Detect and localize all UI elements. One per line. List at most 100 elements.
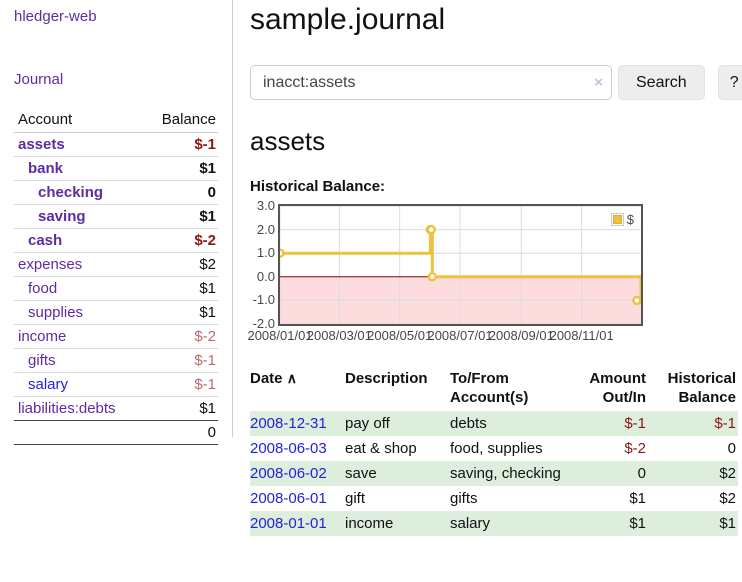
transaction-balance: $2 (719, 465, 736, 482)
y-axis-tick-label: -1.0 (252, 292, 275, 308)
search-bar: × Search ? (250, 65, 742, 100)
page-title: sample.journal (250, 3, 446, 36)
account-heading: assets (250, 126, 326, 156)
chart-x-axis: 2008/01/01 2008/03/01 2008/05/01 2008/07/01… (247, 328, 742, 346)
transaction-date-link[interactable]: 2008-06-02 (250, 465, 327, 482)
account-row: saving $1 (14, 204, 218, 229)
help-button[interactable]: ? (717, 65, 742, 100)
y-axis-tick-label: 1.0 (256, 245, 275, 261)
date-column-header[interactable]: Date ∧ (250, 370, 297, 387)
account-row: gifts $-1 (14, 348, 218, 373)
transaction-description: pay off (345, 415, 390, 432)
sidebar-account-link[interactable]: saving (38, 208, 86, 225)
transaction-date-link[interactable]: 2008-12-31 (250, 415, 327, 432)
account-column-header: Account (14, 108, 143, 133)
clear-search-icon[interactable]: × (594, 74, 603, 91)
y-axis-tick-label: -2.0 (252, 316, 275, 331)
sidebar-account-link[interactable]: food (28, 280, 58, 297)
search-input-wrap: × (250, 65, 612, 100)
historical-balance-chart: $ 3.0 2.0 1.0 0.0 -1.0 -2.0 2008/01/01 2008/03… (247, 199, 742, 346)
transaction-accounts: food, supplies (450, 440, 543, 457)
transaction-balance: $-1 (714, 415, 736, 432)
sidebar-account-link[interactable]: income (18, 328, 67, 345)
transaction-row: 2008-01-01 income salary $1 $1 (250, 511, 738, 536)
account-row: liabilities:debts $1 (14, 397, 218, 421)
chart-legend: $ (609, 211, 635, 228)
transaction-amount: $-1 (624, 415, 646, 432)
transaction-row: 2008-06-01 gift gifts $1 $2 (250, 486, 738, 511)
account-balance-table: Account Balance assets $-1 bank $1 checking 0… (14, 108, 218, 445)
sidebar: hledger-web Journal Account Balance asse… (0, 0, 233, 536)
sidebar-account-link[interactable]: gifts (28, 352, 56, 369)
account-row: bank $1 (14, 156, 218, 181)
sidebar-account-link[interactable]: checking (38, 184, 104, 201)
sidebar-account-link[interactable]: cash (28, 232, 63, 249)
account-row: assets $-1 (14, 132, 218, 157)
search-input[interactable] (250, 65, 612, 100)
search-button[interactable]: Search (618, 65, 705, 100)
x-axis-tick-label: 2008/11/01 (549, 328, 614, 343)
account-balance: $1 (199, 400, 216, 417)
x-axis-tick-label: 2008/09/01 (488, 328, 554, 343)
sidebar-account-link[interactable]: liabilities:debts (18, 400, 116, 417)
legend-label: $ (626, 212, 634, 227)
sidebar-account-link[interactable]: bank (28, 160, 64, 177)
sidebar-account-link[interactable]: supplies (28, 304, 84, 321)
account-balance: $1 (142, 300, 218, 325)
chart-canvas (280, 206, 641, 324)
tofrom-column-header: To/From Account(s) (450, 370, 529, 406)
register-header-row: Date ∧ Description To/From Account(s) Am… (250, 367, 738, 411)
transaction-accounts: gifts (450, 490, 478, 507)
sidebar-account-link[interactable]: expenses (18, 256, 83, 273)
account-balance: $1 (142, 156, 218, 181)
sidebar-divider (232, 0, 233, 437)
account-row: salary $-1 (14, 372, 218, 397)
account-row: food $1 (14, 276, 218, 301)
transaction-date-link[interactable]: 2008-06-01 (250, 490, 327, 507)
x-axis-tick-label: 2008/03/01 (306, 328, 372, 343)
transaction-date-link[interactable]: 2008-01-01 (250, 515, 327, 532)
chart-label: Historical Balance: (250, 178, 386, 195)
transaction-amount: $1 (629, 490, 646, 507)
account-balance: $2 (142, 252, 218, 277)
sort-ascending-icon: ∧ (286, 370, 297, 386)
app-title-link[interactable]: hledger-web (14, 8, 97, 25)
transaction-balance: $2 (719, 490, 736, 507)
transaction-description: eat & shop (345, 440, 417, 457)
sidebar-account-link[interactable]: salary (28, 376, 69, 393)
account-row: income $-2 (14, 324, 218, 349)
legend-swatch-icon (610, 213, 624, 226)
y-axis-tick-label: 0.0 (256, 268, 275, 284)
account-balance: 0 (142, 180, 218, 205)
chart-plot: $ (278, 204, 643, 326)
account-balance: $-2 (142, 228, 218, 253)
transaction-amount: 0 (637, 465, 646, 482)
account-balance: $-2 (142, 324, 218, 349)
y-axis-tick-label: 2.0 (256, 221, 275, 237)
account-balance: $-1 (142, 132, 218, 157)
total-balance: 0 (142, 420, 218, 445)
transaction-row: 2008-06-03 eat & shop food, supplies $-2 0 (250, 436, 738, 461)
account-row: checking 0 (14, 180, 218, 205)
journal-link[interactable]: Journal (14, 71, 64, 88)
transaction-accounts: salary (450, 515, 491, 532)
transaction-row: 2008-12-31 pay off debts $-1 $-1 (250, 411, 738, 436)
transaction-accounts: debts (450, 415, 487, 432)
transaction-description: gift (345, 490, 366, 507)
account-row: supplies $1 (14, 300, 218, 325)
description-column-header: Description (345, 370, 428, 387)
sidebar-account-link[interactable]: assets (18, 136, 65, 153)
transaction-amount: $-2 (624, 440, 646, 457)
x-axis-tick-label: 2008/07/01 (427, 328, 493, 343)
total-row: 0 (14, 420, 218, 445)
main-content: sample.journal × Search ? assets Histori… (233, 0, 742, 536)
transaction-row: 2008-06-02 save saving, checking 0 $2 (250, 461, 738, 486)
transaction-balance: $1 (719, 515, 736, 532)
balance-column-header-main: Historical Balance (667, 370, 736, 406)
register-table: Date ∧ Description To/From Account(s) Am… (250, 367, 738, 536)
account-balance: $1 (142, 276, 218, 301)
transaction-balance: 0 (727, 440, 736, 457)
transaction-amount: $1 (629, 515, 646, 532)
transaction-date-link[interactable]: 2008-06-03 (250, 440, 327, 457)
amount-column-header: Amount Out/In (589, 370, 646, 406)
